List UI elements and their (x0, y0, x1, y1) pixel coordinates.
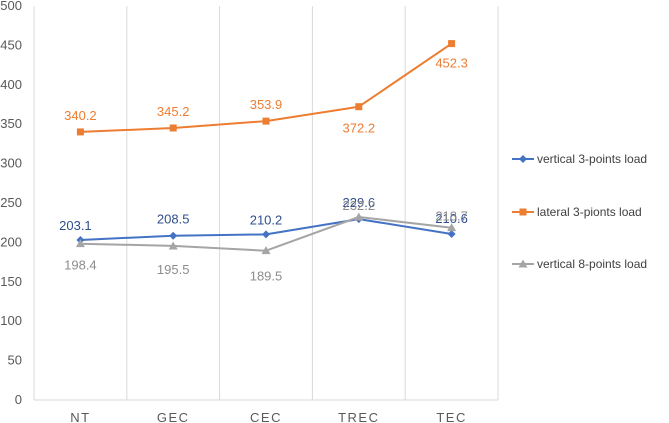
x-tick-label: CEC (250, 410, 282, 423)
data-point (169, 231, 178, 240)
data-point (168, 241, 178, 250)
data-label: 195.5 (157, 262, 190, 277)
data-point (519, 208, 527, 216)
data-point (262, 230, 270, 239)
data-point (75, 239, 85, 248)
data-point (447, 223, 457, 232)
y-tick-label: 450 (0, 37, 22, 52)
data-label: 452.3 (435, 56, 468, 71)
y-tick-label: 150 (0, 274, 22, 289)
data-label: 189.5 (250, 269, 283, 284)
legend-label: vertical 3-points load (537, 152, 647, 166)
y-tick-label: 50 (8, 353, 22, 368)
data-label: 353.9 (250, 97, 283, 112)
y-tick-label: 300 (0, 156, 22, 171)
y-tick-label: 100 (0, 313, 22, 328)
data-label: 218.7 (435, 209, 468, 224)
data-point (519, 155, 527, 163)
data-label: 210.2 (250, 212, 283, 227)
data-label: 229.6 (343, 195, 376, 210)
y-tick-label: 0 (15, 392, 22, 407)
grid (33, 6, 499, 401)
data-label: 203.1 (59, 218, 92, 233)
data-point (355, 103, 363, 111)
data-point (261, 246, 271, 255)
data-point (354, 212, 364, 221)
data-label: 208.5 (157, 212, 190, 227)
x-tick-label: NT (70, 410, 90, 423)
legend-label: lateral 3-pionts load (537, 205, 642, 219)
data-point (262, 117, 270, 125)
y-axis: 0 50 100 150 200 250 300 350 400 450 500 (0, 0, 22, 407)
data-label: 198.4 (64, 258, 97, 273)
y-tick-label: 350 (0, 116, 22, 131)
x-tick-label: TEC (436, 410, 467, 423)
x-axis: NT GEC CEC TREC TEC (70, 410, 467, 423)
y-tick-label: 500 (0, 0, 22, 13)
data-point (448, 40, 456, 48)
data-label: 372.2 (343, 121, 376, 136)
series-group (75, 40, 457, 255)
x-tick-label: TREC (338, 410, 379, 423)
legend: vertical 3-points load lateral 3-pionts l… (512, 152, 647, 271)
data-label: 210.6 (435, 211, 468, 226)
y-tick-label: 250 (0, 195, 22, 210)
y-tick-label: 200 (0, 234, 22, 249)
data-label: 232.2 (343, 198, 376, 213)
x-tick-label: GEC (157, 410, 190, 423)
data-labels: 203.1 208.5 210.2 229.6 210.6 340.2 345.2 353.9… (59, 56, 468, 284)
data-label: 345.2 (157, 104, 190, 119)
y-tick-label: 400 (0, 77, 22, 92)
legend-label: vertical 8-points load (537, 257, 647, 271)
data-point (169, 124, 177, 132)
data-point (76, 128, 84, 136)
data-point (518, 259, 528, 268)
data-point (447, 230, 456, 239)
data-label: 340.2 (64, 108, 97, 123)
